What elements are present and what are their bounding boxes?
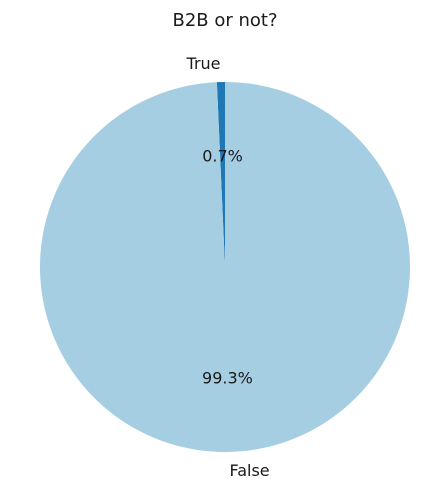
pie-pct-label-false: 99.3%: [202, 368, 253, 387]
chart-title: B2B or not?: [172, 10, 277, 31]
pie-pct-label-true: 0.7%: [202, 147, 243, 166]
pie-slice-true: [216, 82, 225, 267]
pie-category-label-true: True: [186, 54, 221, 73]
labels-group: 0.7% True 99.3% False: [186, 54, 270, 480]
slices-group: [39, 82, 411, 453]
pie-slice-false: [39, 82, 411, 453]
pie-category-label-false: False: [229, 461, 269, 480]
